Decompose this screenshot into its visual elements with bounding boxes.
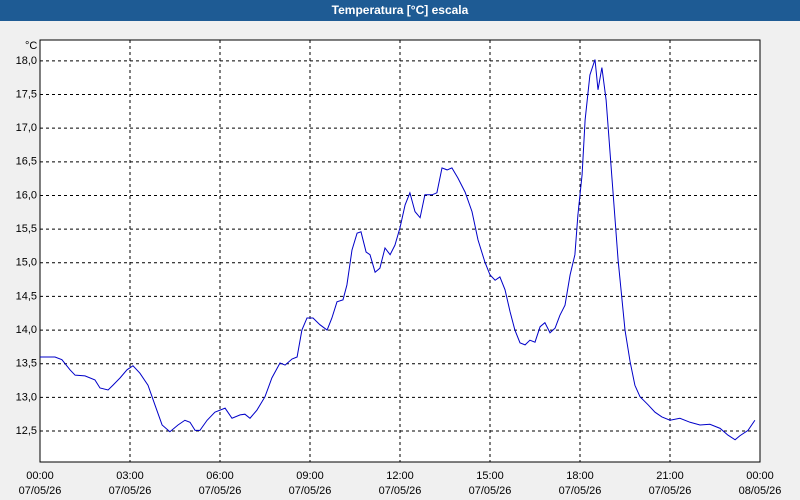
y-tick-label: 14,0 — [16, 324, 37, 336]
y-tick-label: 18,0 — [16, 55, 37, 67]
y-tick-label: 14,5 — [16, 290, 37, 302]
y-tick-label: 16,5 — [16, 156, 37, 168]
y-tick-label: 13,0 — [16, 391, 37, 403]
y-tick-label: 15,0 — [16, 257, 37, 269]
x-tick-date: 07/05/26 — [379, 485, 422, 497]
y-tick-label: 13,5 — [16, 358, 37, 370]
x-tick-label: 21:00 — [656, 470, 684, 482]
x-tick-date: 07/05/26 — [469, 485, 512, 497]
y-unit: °C — [25, 40, 37, 52]
y-tick-label: 16,0 — [16, 189, 37, 201]
y-tick-label: 15,5 — [16, 223, 37, 235]
x-tick-label: 18:00 — [566, 470, 594, 482]
temperature-line — [40, 59, 756, 441]
x-tick-label: 03:00 — [116, 470, 144, 482]
chart-title: Temperatura [°C] escala — [332, 3, 469, 17]
x-tick-date: 07/05/26 — [289, 485, 332, 497]
title-bar — [0, 0, 800, 21]
x-tick-date: 07/05/26 — [19, 485, 62, 497]
x-tick-label: 00:00 — [746, 470, 774, 482]
x-tick-label: 00:00 — [26, 470, 54, 482]
y-tick-label: 17,5 — [16, 88, 37, 100]
y-tick-label: 17,0 — [16, 122, 37, 134]
x-tick-date: 07/05/26 — [199, 485, 242, 497]
x-tick-label: 09:00 — [296, 470, 324, 482]
x-tick-date: 07/05/26 — [109, 485, 152, 497]
x-tick-date: 07/05/26 — [559, 485, 602, 497]
y-tick-label: 12,5 — [16, 425, 37, 437]
x-tick-date: 08/05/26 — [739, 485, 782, 497]
x-tick-label: 15:00 — [476, 470, 504, 482]
x-tick-date: 07/05/26 — [649, 485, 692, 497]
x-tick-label: 12:00 — [386, 470, 414, 482]
x-tick-label: 06:00 — [206, 470, 234, 482]
